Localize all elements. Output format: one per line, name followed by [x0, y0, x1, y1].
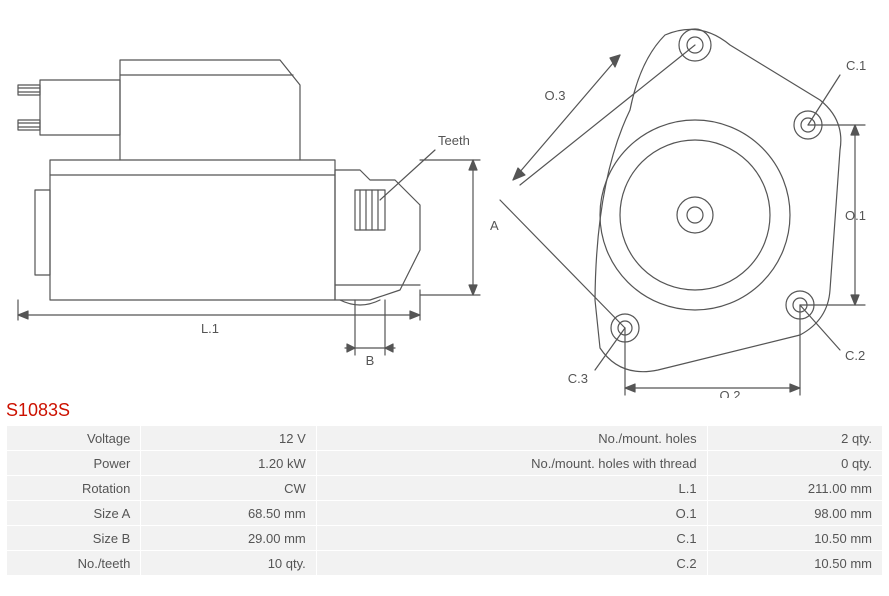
spec-table-body: Voltage12 VNo./mount. holes2 qty.Power1.…: [7, 426, 882, 575]
label-O3: O.3: [545, 88, 566, 103]
label-B: B: [366, 353, 375, 368]
table-row: Size A68.50 mmO.198.00 mm: [7, 501, 882, 525]
label-O2: O.2: [720, 388, 741, 398]
spec-value: 10.50 mm: [708, 551, 882, 575]
spec-label: Size A: [7, 501, 140, 525]
spec-value: 211.00 mm: [708, 476, 882, 500]
spec-value: 98.00 mm: [708, 501, 882, 525]
technical-diagram: L.1 B A Teeth O.3 C.1 C.2 C.3 O.1 O.2: [0, 0, 889, 398]
spec-value: 0 qty.: [708, 451, 882, 475]
label-O1: O.1: [845, 208, 866, 223]
spec-label: C.2: [317, 551, 707, 575]
spec-label: Power: [7, 451, 140, 475]
label-Teeth: Teeth: [438, 133, 470, 148]
table-row: Power1.20 kWNo./mount. holes with thread…: [7, 451, 882, 475]
label-C3: C.3: [568, 371, 588, 386]
spec-value: 1.20 kW: [141, 451, 315, 475]
spec-value: 29.00 mm: [141, 526, 315, 550]
label-C1: C.1: [846, 58, 866, 73]
spec-label: C.1: [317, 526, 707, 550]
spec-label: No./mount. holes with thread: [317, 451, 707, 475]
spec-value: 68.50 mm: [141, 501, 315, 525]
spec-label: Voltage: [7, 426, 140, 450]
spec-table: Voltage12 VNo./mount. holes2 qty.Power1.…: [6, 425, 883, 576]
spec-value: 2 qty.: [708, 426, 882, 450]
spec-label: L.1: [317, 476, 707, 500]
spec-value: 10.50 mm: [708, 526, 882, 550]
spec-label: No./teeth: [7, 551, 140, 575]
spec-label: O.1: [317, 501, 707, 525]
table-row: RotationCWL.1211.00 mm: [7, 476, 882, 500]
spec-label: Size B: [7, 526, 140, 550]
label-L1: L.1: [201, 321, 219, 336]
spec-value: 12 V: [141, 426, 315, 450]
diagram-svg: L.1 B A Teeth O.3 C.1 C.2 C.3 O.1 O.2: [0, 0, 889, 398]
spec-value: CW: [141, 476, 315, 500]
part-number: S1083S: [6, 400, 70, 421]
label-C2: C.2: [845, 348, 865, 363]
spec-label: No./mount. holes: [317, 426, 707, 450]
spec-label: Rotation: [7, 476, 140, 500]
spec-value: 10 qty.: [141, 551, 315, 575]
table-row: Size B29.00 mmC.110.50 mm: [7, 526, 882, 550]
table-row: No./teeth10 qty.C.210.50 mm: [7, 551, 882, 575]
label-A: A: [490, 218, 499, 233]
table-row: Voltage12 VNo./mount. holes2 qty.: [7, 426, 882, 450]
